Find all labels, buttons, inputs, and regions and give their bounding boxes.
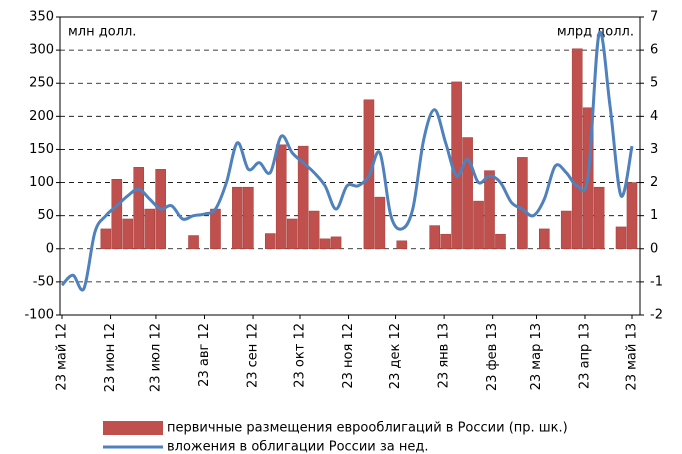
bar: [275, 144, 287, 250]
legend-label: первичные размещения еврооблигаций в Рос…: [167, 421, 568, 436]
bar: [396, 240, 408, 250]
bar: [297, 145, 309, 250]
x-tick-label: 23 сен 12: [246, 323, 261, 388]
y-tick-label: 250: [29, 76, 54, 91]
x-tick-label: 23 май 13: [625, 323, 640, 391]
bar: [560, 210, 572, 250]
bar: [210, 208, 221, 250]
bar: [615, 226, 627, 250]
bar: [286, 218, 298, 250]
bar: [188, 235, 199, 250]
x-tick-label: 23 авг 12: [197, 323, 212, 387]
y-tick-label: 300: [29, 43, 54, 58]
x-tick-label: 23 апр 13: [577, 323, 592, 389]
bar: [440, 233, 451, 250]
x-tick-label: 23 фев 13: [485, 323, 500, 391]
legend-swatch: [103, 421, 163, 435]
y2-unit-label: млрд долл.: [557, 25, 634, 40]
x-tick-label: 23 ноя 12: [341, 323, 356, 389]
y2-tick-label: 4: [650, 109, 658, 124]
bar: [374, 196, 386, 250]
y-tick-label: 50: [37, 208, 54, 223]
y2-tick-label: -1: [650, 274, 663, 289]
bar: [308, 210, 320, 250]
y-tick-label: -50: [33, 274, 54, 289]
x-tick-label: 23 июн 12: [103, 323, 118, 392]
y-tick-label: -100: [24, 308, 54, 323]
y2-tick-label: 7: [650, 10, 658, 25]
x-tick-label: 23 май 12: [55, 323, 70, 391]
bar: [330, 236, 342, 250]
y2-tick-label: 1: [650, 208, 658, 223]
y2-tick-label: 0: [650, 241, 658, 256]
y-unit-label: млн долл.: [68, 25, 136, 40]
bar: [539, 228, 550, 250]
bar: [319, 238, 331, 250]
bar: [626, 182, 638, 250]
bar: [517, 157, 528, 250]
bar: [593, 186, 605, 250]
x-tick-label: 23 дек 12: [388, 323, 403, 389]
bar: [495, 233, 506, 250]
x-tick-label: 23 июл 12: [148, 323, 163, 392]
bar: [484, 170, 495, 250]
line: [60, 30, 634, 292]
bar: [429, 225, 440, 250]
y-tick-label: 200: [29, 109, 54, 124]
x-tick-label: 23 янв 13: [437, 323, 452, 388]
bar: [462, 137, 473, 250]
bar: [243, 186, 254, 250]
bar: [122, 218, 134, 250]
y2-tick-label: 3: [650, 142, 658, 157]
legend-label: вложения в облигации России за нед.: [167, 440, 428, 454]
y-tick-label: 350: [29, 10, 54, 25]
x-tick-label: 23 мар 13: [529, 323, 544, 390]
y-tick-label: 0: [46, 241, 54, 256]
x-tick-label: 23 окт 12: [292, 323, 307, 388]
y-tick-label: 150: [29, 142, 54, 157]
bar: [100, 228, 112, 250]
bar: [264, 233, 276, 250]
y2-tick-label: 6: [650, 43, 658, 58]
y-tick-label: 100: [29, 175, 54, 190]
bar: [232, 186, 243, 250]
bar: [571, 48, 583, 250]
bar: [133, 167, 145, 250]
bar: [144, 208, 155, 250]
y2-tick-label: 2: [650, 175, 658, 190]
plot-frame: [59, 16, 641, 316]
y2-tick-label: 5: [650, 76, 658, 91]
bar: [111, 178, 123, 250]
y2-tick-label: -2: [650, 308, 663, 323]
bar: [473, 200, 484, 250]
